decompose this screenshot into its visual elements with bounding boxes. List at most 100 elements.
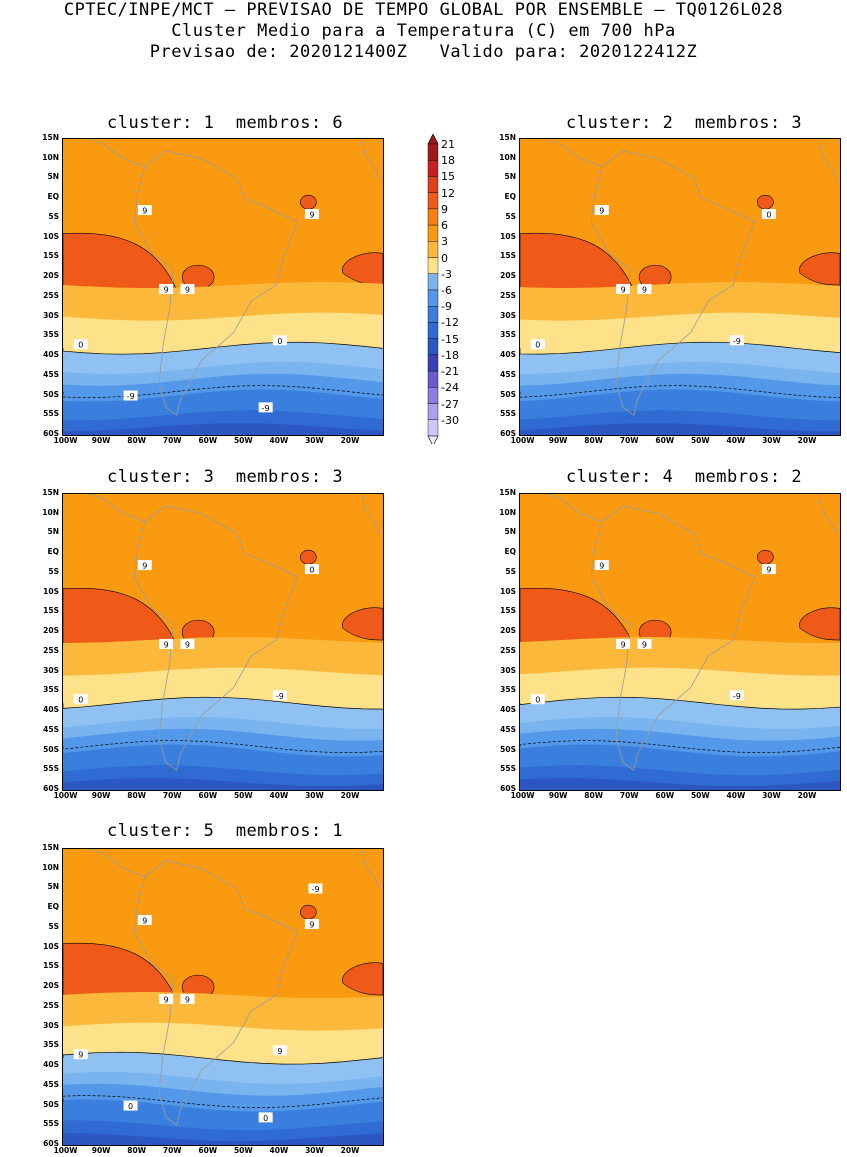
lat-label: 35S [43,330,59,340]
colorbar-label: 0 [441,251,448,265]
lat-label: 10S [500,586,516,596]
contour-label: 9 [137,915,152,926]
lat-label: 5S [48,921,59,931]
colorbar-swatch [427,208,439,226]
lon-label: 20W [340,436,360,445]
contour-label: -9 [729,335,744,346]
colorbar-label: 6 [441,219,448,233]
svg-text:0: 0 [535,341,540,350]
lon-label: 90W [91,1146,111,1155]
colorbar-swatch [427,273,439,291]
lon-label: 60W [198,436,218,445]
panel-title-cluster-2: cluster: 2 membros: 3 [566,113,803,133]
lon-label: 40W [269,791,289,800]
colorbar-label: 21 [441,138,455,151]
lon-label: 90W [91,436,111,445]
lon-label: 40W [269,436,289,445]
colorbar-swatch [427,160,439,177]
svg-text:9: 9 [142,562,147,571]
lon-label: 60W [655,436,675,445]
svg-text:9: 9 [142,207,147,216]
contour-label: 9 [73,1049,88,1060]
header-title-line2: Cluster Medio para a Temperatura (C) em … [171,21,676,41]
lat-label: 60S [43,429,59,438]
lat-label: 25S [43,1000,59,1010]
lat-label: 50S [43,389,59,399]
lat-label: 55S [43,409,59,419]
colorbar-swatch [427,403,439,420]
lat-label: 10S [43,941,59,951]
lon-label: 20W [340,1146,360,1155]
contour-label: -9 [123,390,138,401]
contour-label: 0 [123,1100,138,1111]
lon-label: 80W [127,1146,147,1155]
svg-text:0: 0 [78,341,83,350]
svg-text:9: 9 [185,285,190,294]
lat-label: 5N [47,527,60,537]
lat-label: 55S [43,1119,59,1129]
lat-label: 5N [47,882,60,892]
svg-text:0: 0 [766,210,771,219]
map-panel-cluster-3: 9 9 9 0 0 -9 [62,493,384,791]
svg-text:9: 9 [185,640,190,649]
lat-label: 40S [43,350,59,360]
lon-label: 100W [510,436,535,445]
lon-label: 50W [233,436,253,445]
svg-text:9: 9 [164,285,169,294]
contour-label: 0 [73,339,88,350]
contour-label: 9 [637,638,652,649]
lat-label: 55S [43,764,59,774]
svg-text:-9: -9 [127,392,135,401]
lat-label: 60S [500,429,516,438]
contour-label: 9 [180,638,195,649]
lon-label: 50W [690,436,710,445]
lon-label: 60W [655,791,675,800]
lat-label: 5S [48,566,59,576]
colorbar-label: -30 [441,413,459,427]
lat-label: 10N [499,507,516,517]
lon-label: 80W [584,791,604,800]
lon-label: 90W [91,791,111,800]
lon-label: 30W [305,436,324,445]
lat-label: 30S [500,665,516,675]
lat-label: 55S [500,764,516,774]
header-title-line3: Previsao de: 2020121400Z Valido para: 20… [149,42,698,62]
lon-label: 60W [198,1146,218,1155]
lon-label: 70W [162,1146,182,1155]
contour-label: 9 [159,993,174,1004]
lat-label: 15N [42,133,59,142]
svg-text:9: 9 [185,995,190,1004]
contour-label: 9 [594,205,609,216]
lat-label: 10N [42,862,59,872]
panel-title-cluster-1: cluster: 1 membros: 6 [107,113,344,133]
lat-label: 60S [43,1139,59,1148]
lat-label: 30S [43,1020,59,1030]
colorbar-label: 15 [441,170,455,184]
svg-text:0: 0 [78,696,83,705]
colorbar-label: 9 [441,202,448,216]
map-panel-cluster-1: 9 9 9 9 0 0 -9 -9 [62,138,384,436]
lat-label: 10N [499,152,516,162]
lat-label: 25S [500,290,516,300]
lat-label: 60S [43,784,59,793]
svg-text:-9: -9 [276,692,284,701]
svg-text:0: 0 [309,565,314,574]
contour-label: -9 [308,883,323,894]
colorbar-swatch [427,354,439,372]
lat-label: 40S [500,705,516,715]
lat-label: 15S [43,961,59,971]
colorbar-label: 3 [441,235,448,249]
lat-label: 15N [42,488,59,497]
lat-label: 10S [500,231,516,241]
lon-label: 50W [233,1146,253,1155]
panel-title-cluster-3: cluster: 3 membros: 3 [107,467,344,487]
contour-label: 0 [761,208,776,219]
lat-label: 20S [43,271,59,281]
header-title-line1: CPTEC/INPE/MCT – PREVISAO DE TEMPO GLOBA… [63,0,784,20]
colorbar-label: -9 [441,300,452,314]
svg-text:0: 0 [277,337,282,346]
lat-label: EQ [47,902,60,912]
colorbar-swatch [427,387,439,404]
map-panel-cluster-4: 9 9 9 9 0 -9 [519,493,841,791]
svg-text:0: 0 [263,1114,268,1123]
